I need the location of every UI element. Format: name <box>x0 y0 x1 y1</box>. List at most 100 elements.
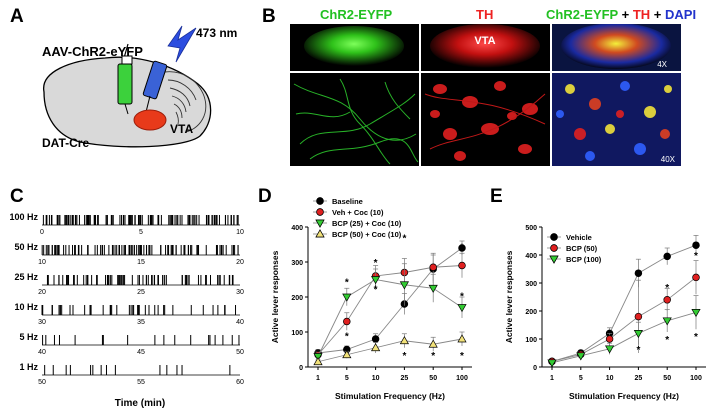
raster-tick-label: 40 <box>38 349 46 356</box>
significance-star: * <box>460 351 464 362</box>
significance-star: * <box>694 251 698 262</box>
y-tick-label: 400 <box>291 225 303 232</box>
y-tick-label: 500 <box>525 225 537 232</box>
data-point <box>370 343 381 352</box>
panel-letter-e: E <box>490 186 503 207</box>
legend-marker-top <box>550 233 558 241</box>
data-point <box>663 296 671 304</box>
significance-star: * <box>345 332 349 343</box>
y-tick-label: 100 <box>291 330 303 337</box>
raster-tick-label: 50 <box>236 349 244 356</box>
merge-part-chr2: ChR2-EYFP <box>546 7 618 22</box>
panel-a-schematic <box>43 25 212 148</box>
x-tick-label: 1 <box>316 375 320 382</box>
significance-star: * <box>665 335 669 346</box>
legend-label: BCP (25) + Coc (10) <box>332 219 402 228</box>
data-point <box>371 335 380 343</box>
data-point <box>692 241 700 249</box>
data-point <box>634 269 643 277</box>
legend-label: Veh + Coc (10) <box>332 208 384 217</box>
merge-plus-1: + <box>618 7 633 22</box>
raster-tick-label: 60 <box>236 379 244 386</box>
chart-d: 0 100 200 300 400 1 5 10 25 50 100 Stimulation Freq… <box>270 197 472 401</box>
virus-label: AAV-ChR2-eYFP <box>42 44 143 59</box>
raster-tick-label: 25 <box>137 289 145 296</box>
raster-tick-label: 15 <box>137 259 145 266</box>
merge-part-th: TH <box>632 7 651 22</box>
data-point <box>399 336 410 345</box>
legend-marker-top <box>550 244 558 252</box>
y-axis-label: Active lever responses <box>504 250 514 343</box>
data-point <box>605 335 614 343</box>
panel-letter-c: C <box>10 186 24 207</box>
legend-marker-top <box>315 229 325 238</box>
raster-tick-label: 20 <box>38 289 46 296</box>
laser-label: 473 nm <box>196 26 238 40</box>
y-tick-label: 400 <box>525 253 537 260</box>
legend-label: BCP (50) + Coc (10) <box>332 230 402 239</box>
legend-label: BCP (100) <box>566 255 602 264</box>
data-point <box>343 317 351 326</box>
series-line <box>317 279 463 357</box>
x-axis-label: Stimulation Frequency (Hz) <box>569 391 679 401</box>
y-tick-label: 0 <box>299 365 303 372</box>
data-point <box>429 263 437 271</box>
significance-star: * <box>402 234 406 245</box>
legend-label: BCP (50) <box>566 244 598 253</box>
panel-letter-b: B <box>262 6 276 27</box>
mag-label-40x: 40X <box>661 155 676 164</box>
panel-letter-d: D <box>258 186 272 207</box>
y-tick-label: 200 <box>525 309 537 316</box>
data-point <box>576 352 586 361</box>
raster-freq-label: 25 Hz <box>14 272 38 282</box>
legend-marker-top <box>316 208 324 216</box>
significance-star: * <box>694 332 698 343</box>
x-tick-label: 50 <box>429 375 437 382</box>
series-line <box>317 338 463 363</box>
raster-xlabel: Time (min) <box>115 398 165 409</box>
data-point <box>457 334 467 343</box>
data-point <box>662 317 672 326</box>
vta-micrograph-label: VTA <box>474 35 495 47</box>
raster-freq-label: 50 Hz <box>14 242 38 252</box>
series-line <box>551 311 697 364</box>
raster-tick-label: 5 <box>139 229 143 236</box>
legend-marker-top <box>549 255 559 264</box>
y-tick-label: 0 <box>533 365 537 372</box>
data-point <box>633 330 644 339</box>
mouse-line-label: DAT-Cre <box>42 136 90 150</box>
data-point <box>547 359 557 368</box>
x-tick-label: 50 <box>663 375 671 382</box>
vta-region <box>133 109 167 131</box>
raster-tick-label: 20 <box>236 259 244 266</box>
vta-label: VTA <box>170 122 194 136</box>
raster-tick-label: 45 <box>137 349 145 356</box>
x-tick-label: 25 <box>401 375 409 382</box>
data-point <box>428 339 438 348</box>
x-tick-label: 25 <box>635 375 643 382</box>
col-title-th: TH <box>476 7 494 22</box>
x-tick-label: 100 <box>456 375 468 382</box>
data-point <box>342 293 352 302</box>
raster-tick-label: 30 <box>38 319 46 326</box>
data-point <box>342 350 352 359</box>
data-point <box>399 281 410 290</box>
x-axis-label: Stimulation Frequency (Hz) <box>335 391 445 401</box>
x-tick-label: 5 <box>579 375 583 382</box>
panel-b-micrographs: 4X 40X VTA <box>290 24 681 166</box>
data-point <box>457 304 467 313</box>
x-tick-label: 10 <box>606 375 614 382</box>
mag-label-4x: 4X <box>657 60 667 69</box>
optic-fiber-icon <box>142 60 168 113</box>
raster-tick-label: 0 <box>40 229 44 236</box>
significance-star: * <box>374 258 378 269</box>
significance-star: * <box>636 345 640 356</box>
x-tick-label: 100 <box>690 375 702 382</box>
raster-tick-label: 50 <box>38 379 46 386</box>
raster-tick-label: 55 <box>137 379 145 386</box>
series-line <box>551 277 697 362</box>
significance-star: * <box>345 277 349 288</box>
data-point <box>313 357 323 366</box>
legend-marker-top <box>315 219 325 228</box>
